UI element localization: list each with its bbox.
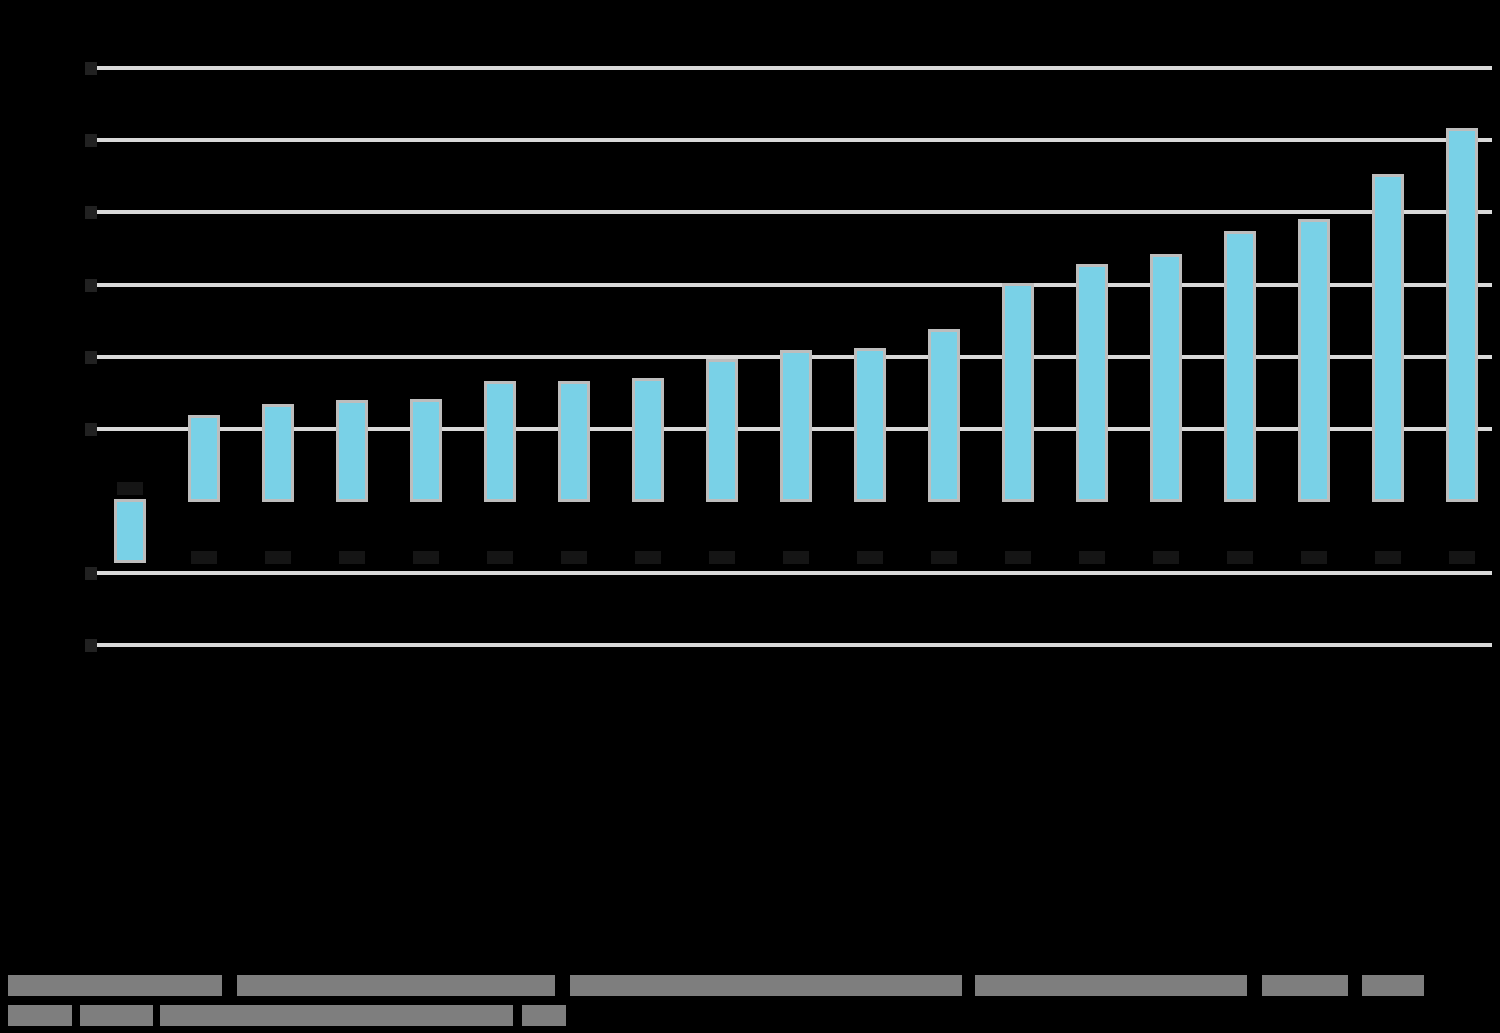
bar <box>706 359 738 502</box>
y-tick-label-redacted <box>85 62 97 75</box>
footnote-text-redacted <box>1362 975 1424 996</box>
bar <box>1224 230 1256 502</box>
bar <box>262 403 294 502</box>
x-tick-label-redacted <box>561 551 587 564</box>
y-tick-label-redacted <box>85 206 97 219</box>
bar <box>558 380 590 502</box>
y-gridline <box>95 283 1492 287</box>
y-gridline <box>95 66 1492 70</box>
footnote-text-redacted <box>522 1005 566 1026</box>
footnote-text-redacted <box>1262 975 1348 996</box>
footnote-text-redacted <box>8 1005 72 1026</box>
bar <box>1372 173 1404 502</box>
x-tick-label-redacted <box>1005 551 1031 564</box>
x-tick-label-redacted <box>1227 551 1253 564</box>
bar <box>1002 282 1034 502</box>
x-tick-label-redacted <box>1375 551 1401 564</box>
x-tick-label-redacted <box>339 551 365 564</box>
x-tick-label-redacted <box>413 551 439 564</box>
y-tick-label-redacted <box>85 567 97 580</box>
footnote-text-redacted <box>237 975 555 996</box>
x-tick-label-redacted <box>635 551 661 564</box>
x-tick-label-redacted <box>931 551 957 564</box>
y-tick-label-redacted <box>85 279 97 292</box>
y-gridline <box>95 138 1492 142</box>
bar <box>336 400 368 502</box>
x-tick-label-redacted <box>1153 551 1179 564</box>
bar <box>114 499 146 563</box>
bar <box>188 415 220 502</box>
bar <box>780 350 812 502</box>
x-tick-label-redacted <box>191 551 217 564</box>
bar <box>410 399 442 502</box>
x-tick-label-redacted <box>487 551 513 564</box>
x-tick-label-redacted <box>117 482 143 495</box>
y-tick-label-redacted <box>85 351 97 364</box>
y-tick-label-redacted <box>85 134 97 147</box>
bar <box>632 377 664 502</box>
footnote-text-redacted <box>570 975 962 996</box>
bar <box>484 381 516 502</box>
y-gridline <box>95 643 1492 647</box>
bar <box>1076 263 1108 502</box>
footnote-text-redacted <box>975 975 1247 996</box>
footnote-text-redacted <box>8 975 222 996</box>
bar <box>928 328 960 502</box>
bar <box>1298 219 1330 502</box>
x-tick-label-redacted <box>1301 551 1327 564</box>
y-tick-label-redacted <box>85 639 97 652</box>
x-tick-label-redacted <box>265 551 291 564</box>
footnote-text-redacted <box>160 1005 513 1026</box>
footnote-text-redacted <box>80 1005 153 1026</box>
y-tick-label-redacted <box>85 423 97 436</box>
x-tick-label-redacted <box>857 551 883 564</box>
bar <box>1446 128 1478 502</box>
x-tick-label-redacted <box>1449 551 1475 564</box>
x-tick-label-redacted <box>709 551 735 564</box>
y-gridline <box>95 571 1492 575</box>
x-tick-label-redacted <box>1079 551 1105 564</box>
bar <box>1150 254 1182 502</box>
bar <box>854 348 886 502</box>
y-gridline <box>95 210 1492 214</box>
x-tick-label-redacted <box>783 551 809 564</box>
